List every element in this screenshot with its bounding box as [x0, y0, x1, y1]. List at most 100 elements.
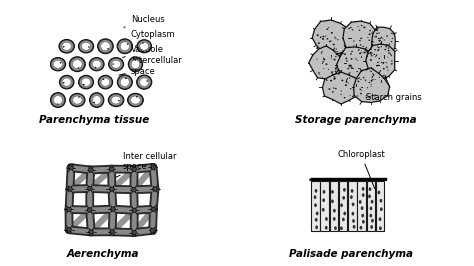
Ellipse shape — [137, 75, 152, 89]
Ellipse shape — [342, 196, 345, 200]
Polygon shape — [337, 47, 376, 85]
Bar — [357, 181, 366, 231]
Bar — [339, 181, 347, 231]
Ellipse shape — [318, 72, 320, 74]
Ellipse shape — [383, 63, 384, 64]
Ellipse shape — [314, 195, 317, 199]
Ellipse shape — [386, 62, 387, 63]
Ellipse shape — [59, 39, 74, 53]
Ellipse shape — [364, 52, 365, 53]
Ellipse shape — [132, 230, 137, 235]
Ellipse shape — [356, 71, 358, 72]
Ellipse shape — [52, 94, 64, 106]
Ellipse shape — [322, 61, 324, 63]
Ellipse shape — [132, 208, 137, 213]
Ellipse shape — [136, 96, 137, 97]
Ellipse shape — [356, 179, 358, 181]
Ellipse shape — [328, 27, 329, 28]
Ellipse shape — [331, 32, 333, 34]
Ellipse shape — [360, 44, 362, 45]
Bar — [330, 181, 338, 231]
Ellipse shape — [111, 60, 120, 68]
Ellipse shape — [372, 68, 374, 70]
Ellipse shape — [335, 71, 336, 72]
Ellipse shape — [348, 83, 349, 84]
Ellipse shape — [314, 203, 317, 207]
Ellipse shape — [63, 82, 64, 84]
Ellipse shape — [371, 81, 372, 82]
Ellipse shape — [353, 40, 355, 42]
Ellipse shape — [349, 72, 351, 74]
Ellipse shape — [78, 67, 79, 69]
Ellipse shape — [333, 44, 335, 45]
Ellipse shape — [327, 38, 328, 40]
Ellipse shape — [381, 46, 382, 47]
Ellipse shape — [54, 60, 63, 68]
Ellipse shape — [346, 60, 348, 62]
Ellipse shape — [360, 226, 362, 230]
Ellipse shape — [344, 97, 346, 98]
Ellipse shape — [125, 78, 127, 79]
Ellipse shape — [337, 51, 338, 52]
Ellipse shape — [349, 65, 351, 66]
Ellipse shape — [336, 54, 337, 55]
Ellipse shape — [109, 94, 123, 106]
Ellipse shape — [381, 62, 382, 63]
Ellipse shape — [325, 35, 327, 36]
Ellipse shape — [361, 38, 362, 39]
Ellipse shape — [151, 207, 156, 211]
Ellipse shape — [377, 49, 379, 51]
Ellipse shape — [316, 59, 318, 60]
Ellipse shape — [67, 187, 73, 191]
Ellipse shape — [92, 96, 101, 105]
Ellipse shape — [346, 57, 347, 59]
Text: Inter cellular
space: Inter cellular space — [116, 152, 176, 177]
Ellipse shape — [369, 96, 371, 98]
Text: Intercellular
space: Intercellular space — [119, 56, 182, 76]
Ellipse shape — [379, 217, 382, 221]
Ellipse shape — [386, 35, 388, 37]
Ellipse shape — [371, 84, 372, 85]
Ellipse shape — [333, 87, 335, 89]
Ellipse shape — [376, 33, 378, 34]
Ellipse shape — [343, 188, 346, 192]
Polygon shape — [343, 21, 378, 56]
Ellipse shape — [374, 98, 375, 99]
Bar — [348, 181, 356, 231]
Ellipse shape — [98, 75, 113, 89]
Ellipse shape — [351, 189, 354, 193]
Ellipse shape — [117, 75, 132, 89]
Text: Starch grains: Starch grains — [366, 75, 422, 102]
Ellipse shape — [350, 179, 352, 181]
Ellipse shape — [89, 230, 94, 234]
Ellipse shape — [151, 165, 155, 169]
Ellipse shape — [323, 68, 324, 69]
Ellipse shape — [325, 217, 328, 221]
Ellipse shape — [350, 88, 351, 89]
Ellipse shape — [322, 38, 324, 40]
Ellipse shape — [358, 49, 360, 51]
Ellipse shape — [378, 32, 380, 34]
Ellipse shape — [391, 33, 392, 34]
Ellipse shape — [350, 195, 353, 199]
Ellipse shape — [350, 65, 352, 67]
Ellipse shape — [345, 84, 347, 86]
Ellipse shape — [51, 93, 65, 107]
Ellipse shape — [71, 58, 84, 70]
Ellipse shape — [370, 225, 373, 229]
Ellipse shape — [109, 57, 124, 71]
Ellipse shape — [372, 41, 374, 43]
Ellipse shape — [120, 78, 129, 86]
Ellipse shape — [153, 187, 157, 191]
Ellipse shape — [387, 70, 389, 71]
Text: Chloroplast: Chloroplast — [337, 149, 385, 189]
Ellipse shape — [381, 42, 382, 43]
Ellipse shape — [383, 75, 384, 76]
Ellipse shape — [328, 69, 329, 70]
Ellipse shape — [372, 31, 374, 32]
Ellipse shape — [362, 220, 365, 224]
Ellipse shape — [329, 41, 331, 42]
Ellipse shape — [322, 198, 325, 202]
Ellipse shape — [57, 103, 58, 105]
Ellipse shape — [383, 68, 385, 69]
